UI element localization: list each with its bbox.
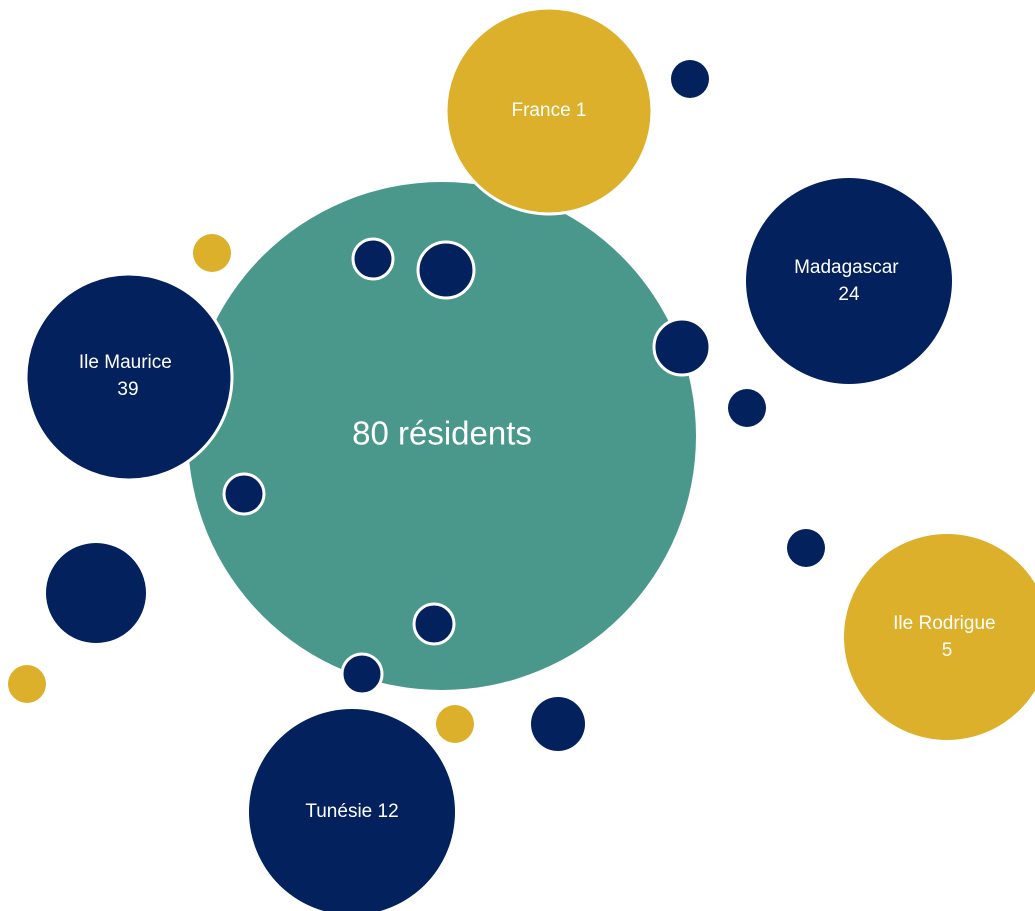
node-ile-maurice: Ile Maurice 39 bbox=[24, 272, 234, 482]
decor-dot-center-5 bbox=[412, 602, 456, 646]
decor-dot-center-6 bbox=[340, 652, 384, 696]
node-tunisie-circle bbox=[249, 709, 455, 911]
decor-dot-gold-bottom bbox=[436, 705, 474, 743]
node-france-line-1: France 1 bbox=[512, 100, 587, 121]
node-ile-rodrigue-line-1: Ile Rodrigue bbox=[893, 613, 995, 634]
decor-dot-navy-left-large bbox=[46, 543, 146, 643]
node-madagascar-label: Madagascar 24 bbox=[794, 257, 904, 305]
node-ile-maurice-line-2: 39 bbox=[117, 379, 138, 400]
node-ile-rodrigue: Ile Rodrigue 5 bbox=[844, 534, 1035, 740]
decor-dot-center-1 bbox=[351, 237, 395, 281]
node-tunisie: Tunésie 12 bbox=[249, 709, 455, 911]
node-tunisie-line-1: Tunésie 12 bbox=[305, 801, 398, 822]
center-label: 80 résidents bbox=[352, 415, 532, 452]
decor-dot-center-3 bbox=[652, 317, 712, 377]
node-ile-maurice-label: Ile Maurice 39 bbox=[79, 352, 177, 400]
node-france-label: France 1 bbox=[512, 100, 587, 121]
node-france: France 1 bbox=[444, 6, 654, 216]
decor-dot-navy-top-right bbox=[671, 60, 709, 98]
node-france-circle bbox=[444, 6, 654, 216]
decor-dot-navy-right-2 bbox=[787, 529, 825, 567]
decor-dot-center-2 bbox=[416, 240, 476, 300]
node-madagascar-line-2: 24 bbox=[838, 284, 860, 305]
node-ile-rodrigue-label: Ile Rodrigue 5 bbox=[893, 613, 1001, 661]
node-ile-maurice-circle bbox=[24, 272, 234, 482]
decor-dot-center-4 bbox=[222, 472, 266, 516]
node-ile-maurice-line-1: Ile Maurice bbox=[79, 352, 172, 373]
decor-dot-navy-bottom bbox=[531, 697, 585, 751]
node-madagascar-circle bbox=[746, 178, 952, 384]
node-madagascar-line-1: Madagascar bbox=[794, 257, 899, 278]
node-ile-rodrigue-line-2: 5 bbox=[942, 640, 953, 661]
node-ile-rodrigue-circle bbox=[844, 534, 1035, 740]
node-madagascar: Madagascar 24 bbox=[746, 178, 952, 384]
decor-dot-gold-upper-left bbox=[193, 234, 231, 272]
node-tunisie-label: Tunésie 12 bbox=[305, 801, 398, 822]
center-circle bbox=[188, 182, 696, 690]
decor-dot-gold-left bbox=[8, 665, 46, 703]
decor-dot-navy-right-1 bbox=[728, 389, 766, 427]
